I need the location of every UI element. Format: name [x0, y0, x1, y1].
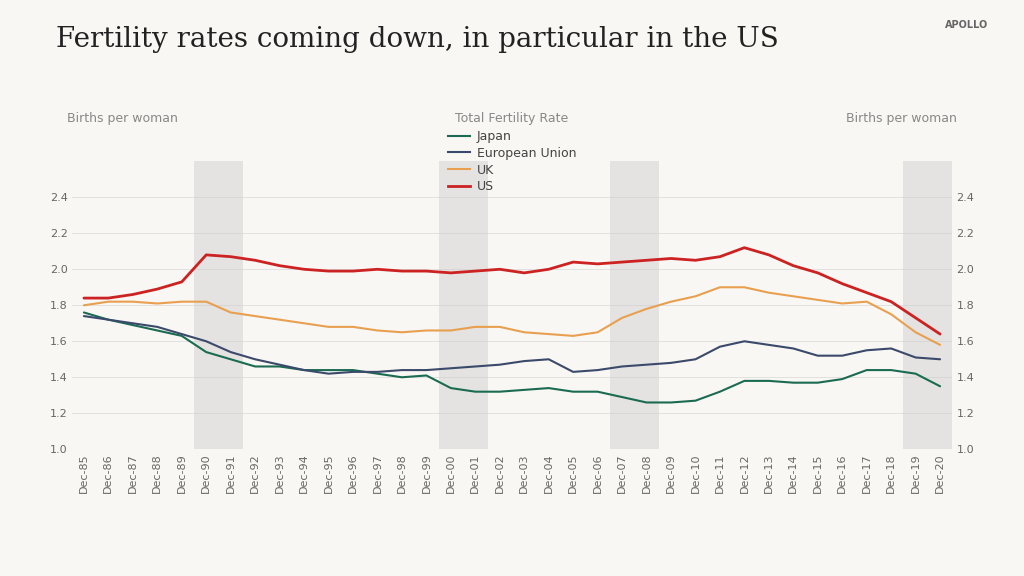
Text: Total Fertility Rate: Total Fertility Rate: [456, 112, 568, 126]
Text: Births per woman: Births per woman: [68, 112, 178, 126]
Bar: [903, 161, 952, 449]
Legend: Japan, European Union, UK, US: Japan, European Union, UK, US: [447, 130, 577, 194]
Text: APOLLO: APOLLO: [945, 20, 988, 30]
Text: Births per woman: Births per woman: [846, 112, 956, 126]
Bar: [194, 161, 243, 449]
Bar: [610, 161, 658, 449]
Text: Fertility rates coming down, in particular in the US: Fertility rates coming down, in particul…: [56, 26, 779, 53]
Bar: [438, 161, 487, 449]
